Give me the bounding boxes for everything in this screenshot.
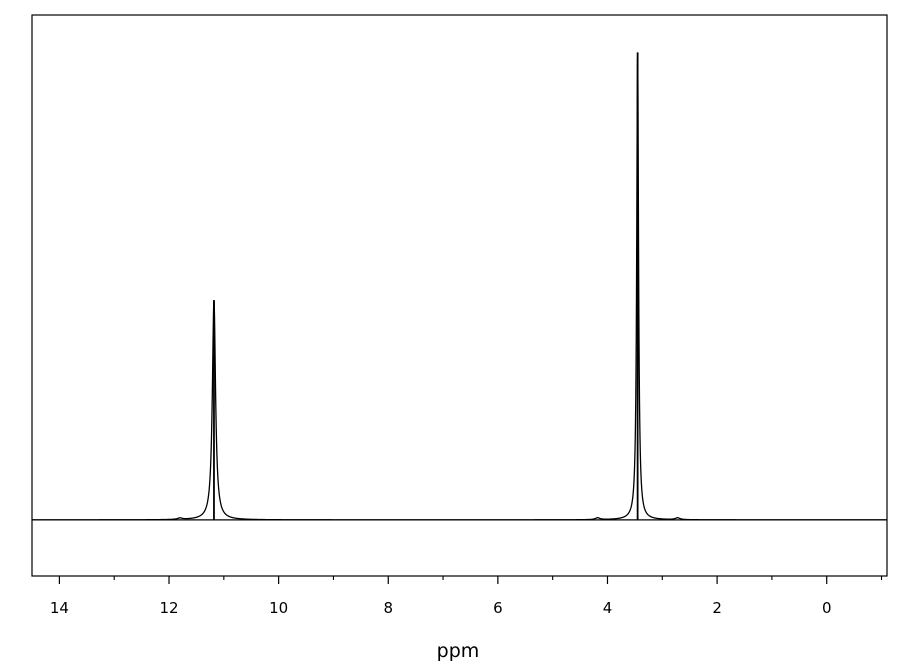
x-axis: 14 12 10 8 6 4 2 0 <box>50 576 883 617</box>
x-tick-label: 14 <box>50 599 69 617</box>
peak-markers <box>213 52 639 520</box>
x-axis-label: ppm <box>437 640 480 662</box>
spectrum-line <box>32 57 887 521</box>
x-tick-label: 8 <box>383 599 393 617</box>
x-tick-label: 4 <box>603 599 613 617</box>
x-tick-label: 2 <box>712 599 722 617</box>
x-tick-label: 10 <box>269 599 288 617</box>
x-tick-label: 0 <box>822 599 832 617</box>
x-tick-label: 12 <box>159 599 178 617</box>
plot-frame <box>31 14 888 577</box>
x-tick-label: 6 <box>493 599 503 617</box>
